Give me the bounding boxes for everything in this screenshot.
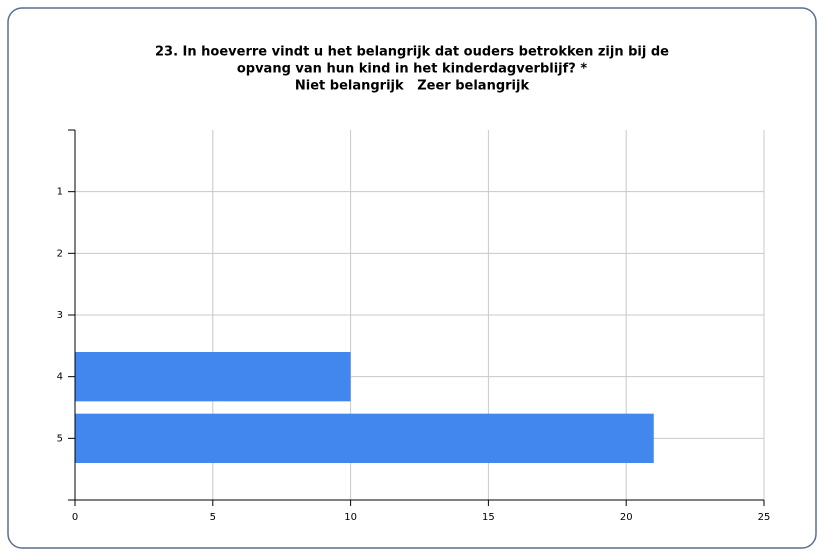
- y-tick-label: 1: [57, 187, 63, 198]
- y-tick-label: 2: [57, 248, 63, 259]
- x-tick-label: 10: [344, 512, 357, 523]
- bar: [75, 413, 654, 463]
- chart-title: 23. In hoeverre vindt u het belangrijk d…: [155, 45, 669, 60]
- x-tick-label: 0: [72, 512, 78, 523]
- chart-frame: [7, 7, 817, 549]
- x-tick-label: 5: [210, 512, 216, 523]
- x-tick-label: 20: [620, 512, 633, 523]
- x-tick-label: 25: [758, 512, 771, 523]
- x-tick-label: 15: [482, 512, 495, 523]
- y-tick-label: 4: [57, 372, 63, 383]
- chart-title: opvang van hun kind in het kinderdagverb…: [237, 62, 587, 77]
- y-tick-label: 3: [57, 310, 63, 321]
- y-tick-label: 5: [57, 433, 63, 444]
- bar: [75, 352, 351, 402]
- chart-title: Niet belangrijk Zeer belangrijk: [295, 79, 530, 94]
